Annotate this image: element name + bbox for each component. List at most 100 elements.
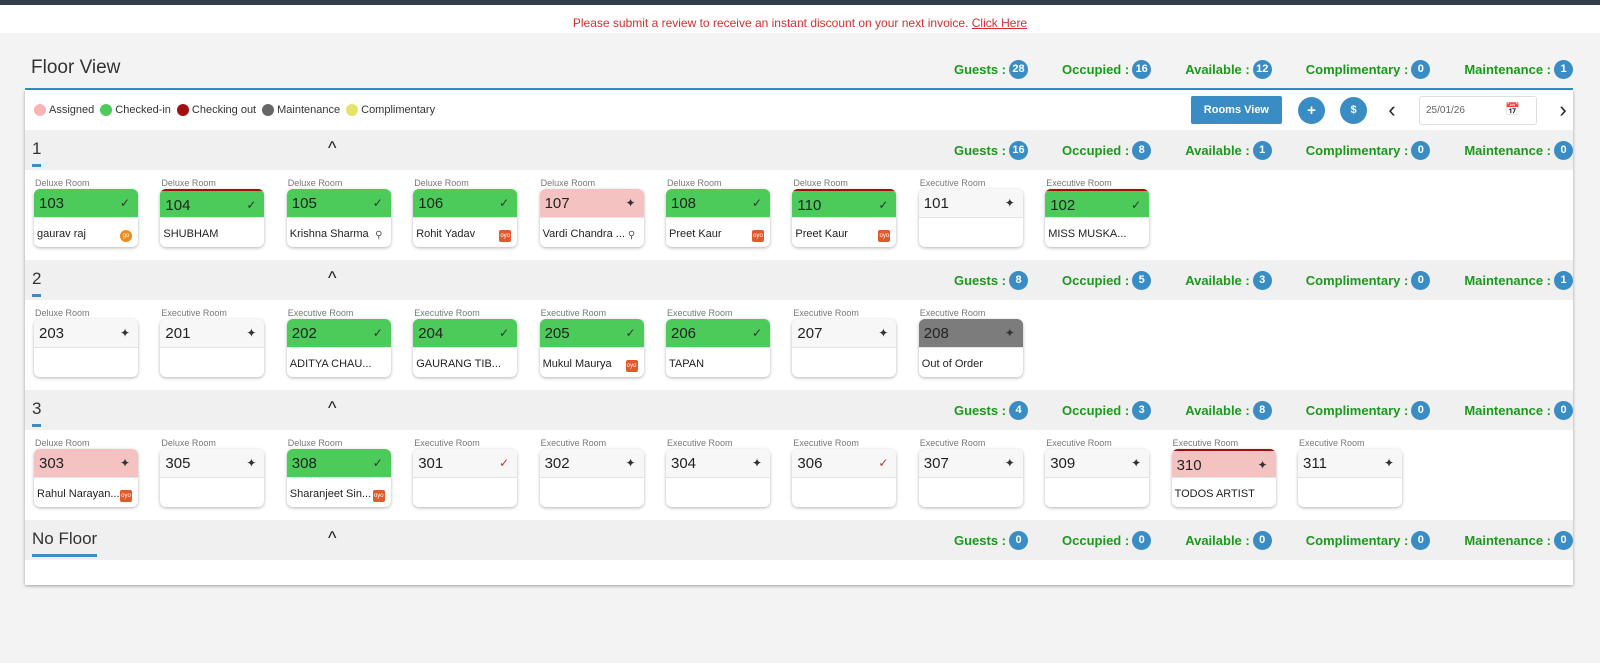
broom-icon[interactable]: ✓ [372, 326, 383, 340]
complimentary-count-badge: 0 [1411, 530, 1431, 550]
broom-icon[interactable]: ✓ [625, 326, 636, 340]
room-tile[interactable]: 102 ✓ MISS MUSKA... [1045, 189, 1150, 247]
chevron-up-icon[interactable]: ^ [328, 138, 337, 158]
sparkle-icon[interactable]: ✦ [1383, 456, 1394, 470]
room-card[interactable]: Deluxe Room 107 ✦ Vardi Chandra ... ⚲ [539, 177, 644, 247]
next-date-icon[interactable]: › [1559, 97, 1567, 122]
room-card[interactable]: Deluxe Room 308 ✓ Sharanjeet Sin... oyo [286, 437, 391, 507]
room-tile[interactable]: 105 ✓ Krishna Sharma ⚲ [286, 189, 391, 247]
dollar-button[interactable]: $ [1340, 96, 1367, 124]
sparkle-icon[interactable]: ✦ [878, 326, 889, 340]
click-here-link[interactable]: Click Here [971, 16, 1028, 30]
room-tile[interactable]: 301 ✓ [413, 449, 518, 507]
rooms-view-button[interactable]: Rooms View [1190, 96, 1282, 124]
room-tile[interactable]: 110 ✓ Preet Kaur oyo [792, 189, 897, 247]
broom-icon[interactable]: ✓ [1131, 198, 1142, 212]
room-tile[interactable]: 201 ✦ [160, 319, 265, 377]
room-tile[interactable]: 304 ✦ [666, 449, 770, 507]
room-tile[interactable]: 106 ✓ Rohit Yadav oyo [413, 189, 518, 247]
room-card[interactable]: Executive Room 207 ✦ [792, 307, 897, 377]
room-tile[interactable]: 307 ✦ [918, 449, 1023, 507]
room-tile[interactable]: 305 ✦ [160, 449, 265, 507]
room-card[interactable]: Executive Room 102 ✓ MISS MUSKA... [1045, 177, 1150, 247]
room-tile[interactable]: 204 ✓ GAURANG TIB... [413, 319, 518, 377]
room-number: 303 [39, 455, 65, 472]
sparkle-icon[interactable]: ✦ [119, 326, 130, 340]
room-tile[interactable]: 107 ✦ Vardi Chandra ... ⚲ [539, 189, 644, 247]
room-card[interactable]: Deluxe Room 103 ✓ gaurav raj go [34, 177, 138, 247]
broom-icon[interactable]: ✓ [878, 198, 889, 212]
room-card[interactable]: Executive Room 306 ✓ [792, 437, 897, 507]
broom-icon[interactable]: ✓ [499, 326, 510, 340]
room-card[interactable]: Executive Room 307 ✦ [918, 437, 1023, 507]
broom-icon[interactable]: ✓ [878, 456, 889, 470]
room-card[interactable]: Deluxe Room 305 ✦ [160, 437, 265, 507]
broom-icon[interactable]: ✓ [751, 196, 762, 210]
sparkle-icon[interactable]: ✦ [1004, 326, 1015, 340]
room-card[interactable]: Executive Room 302 ✦ [539, 437, 644, 507]
chevron-up-icon[interactable]: ^ [328, 268, 337, 288]
sparkle-icon[interactable]: ✦ [246, 456, 257, 470]
room-card[interactable]: Deluxe Room 105 ✓ Krishna Sharma ⚲ [286, 177, 391, 247]
room-card[interactable]: Executive Room 311 ✦ [1298, 437, 1402, 507]
room-tile[interactable]: 310 ✦ TODOS ARTIST [1171, 449, 1276, 507]
room-card[interactable]: Deluxe Room 303 ✦ Rahul Narayan... oyo [34, 437, 138, 507]
sparkle-icon[interactable]: ✦ [246, 326, 257, 340]
sparkle-icon[interactable]: ✦ [1004, 456, 1015, 470]
room-card[interactable]: Executive Room 208 ✦ Out of Order [918, 307, 1023, 377]
room-card[interactable]: Executive Room 201 ✦ [160, 307, 265, 377]
broom-icon[interactable]: ✓ [119, 196, 130, 210]
room-card[interactable]: Executive Room 301 ✓ [413, 437, 518, 507]
guest-name: Rahul Narayan... oyo [37, 488, 132, 502]
room-tile[interactable]: 101 ✦ [918, 189, 1023, 247]
chevron-up-icon[interactable]: ^ [328, 528, 337, 548]
room-status-bar: 206 ✓ [666, 319, 770, 348]
room-card[interactable]: Deluxe Room 110 ✓ Preet Kaur oyo [792, 177, 897, 247]
room-card[interactable]: Executive Room 204 ✓ GAURANG TIB... [413, 307, 518, 377]
room-card[interactable]: Deluxe Room 108 ✓ Preet Kaur oyo [666, 177, 770, 247]
chevron-up-icon[interactable]: ^ [328, 398, 337, 418]
prev-date-icon[interactable]: ‹ [1388, 97, 1396, 122]
room-tile[interactable]: 103 ✓ gaurav raj go [34, 189, 138, 247]
broom-icon[interactable]: ✓ [499, 456, 510, 470]
room-tile[interactable]: 309 ✦ [1045, 449, 1150, 507]
broom-icon[interactable]: ✓ [751, 326, 762, 340]
room-tile[interactable]: 202 ✓ ADITYA CHAU... [286, 319, 391, 377]
broom-icon[interactable]: ✓ [499, 196, 510, 210]
room-card[interactable]: Executive Room 101 ✦ [918, 177, 1023, 247]
room-card[interactable]: Deluxe Room 104 ✓ SHUBHAM [160, 177, 265, 247]
room-card[interactable]: Executive Room 304 ✦ [666, 437, 770, 507]
broom-icon[interactable]: ✓ [246, 198, 257, 212]
sparkle-icon[interactable]: ✦ [119, 456, 130, 470]
room-tile[interactable]: 203 ✦ [34, 319, 138, 377]
date-input[interactable]: 25/01/26 📅 [1419, 95, 1537, 125]
calendar-icon[interactable]: 📅 [1505, 101, 1520, 116]
sparkle-icon[interactable]: ✦ [1131, 456, 1142, 470]
room-tile[interactable]: 207 ✦ [792, 319, 897, 377]
broom-icon[interactable]: ✓ [372, 196, 383, 210]
sparkle-icon[interactable]: ✦ [625, 456, 636, 470]
room-card[interactable]: Deluxe Room 106 ✓ Rohit Yadav oyo [413, 177, 518, 247]
room-tile[interactable]: 311 ✦ [1298, 449, 1402, 507]
sparkle-icon[interactable]: ✦ [1257, 458, 1268, 472]
room-tile[interactable]: 302 ✦ [539, 449, 644, 507]
sparkle-icon[interactable]: ✦ [1004, 196, 1015, 210]
room-card[interactable]: Executive Room 309 ✦ [1045, 437, 1150, 507]
room-tile[interactable]: 208 ✦ Out of Order [918, 319, 1023, 377]
room-card[interactable]: Executive Room 310 ✦ TODOS ARTIST [1171, 437, 1276, 507]
sparkle-icon[interactable]: ✦ [625, 196, 636, 210]
room-tile[interactable]: 108 ✓ Preet Kaur oyo [666, 189, 770, 247]
room-tile[interactable]: 206 ✓ TAPAN [666, 319, 770, 377]
room-card[interactable]: Executive Room 202 ✓ ADITYA CHAU... [286, 307, 391, 377]
room-card[interactable]: Executive Room 205 ✓ Mukul Maurya oyo [539, 307, 644, 377]
broom-icon[interactable]: ✓ [372, 456, 383, 470]
room-tile[interactable]: 306 ✓ [792, 449, 897, 507]
room-card[interactable]: Deluxe Room 203 ✦ [34, 307, 138, 377]
add-button[interactable]: + [1298, 96, 1325, 124]
sparkle-icon[interactable]: ✦ [751, 456, 762, 470]
room-tile[interactable]: 303 ✦ Rahul Narayan... oyo [34, 449, 138, 507]
room-tile[interactable]: 104 ✓ SHUBHAM [160, 189, 265, 247]
room-tile[interactable]: 308 ✓ Sharanjeet Sin... oyo [286, 449, 391, 507]
room-tile[interactable]: 205 ✓ Mukul Maurya oyo [539, 319, 644, 377]
room-card[interactable]: Executive Room 206 ✓ TAPAN [666, 307, 770, 377]
